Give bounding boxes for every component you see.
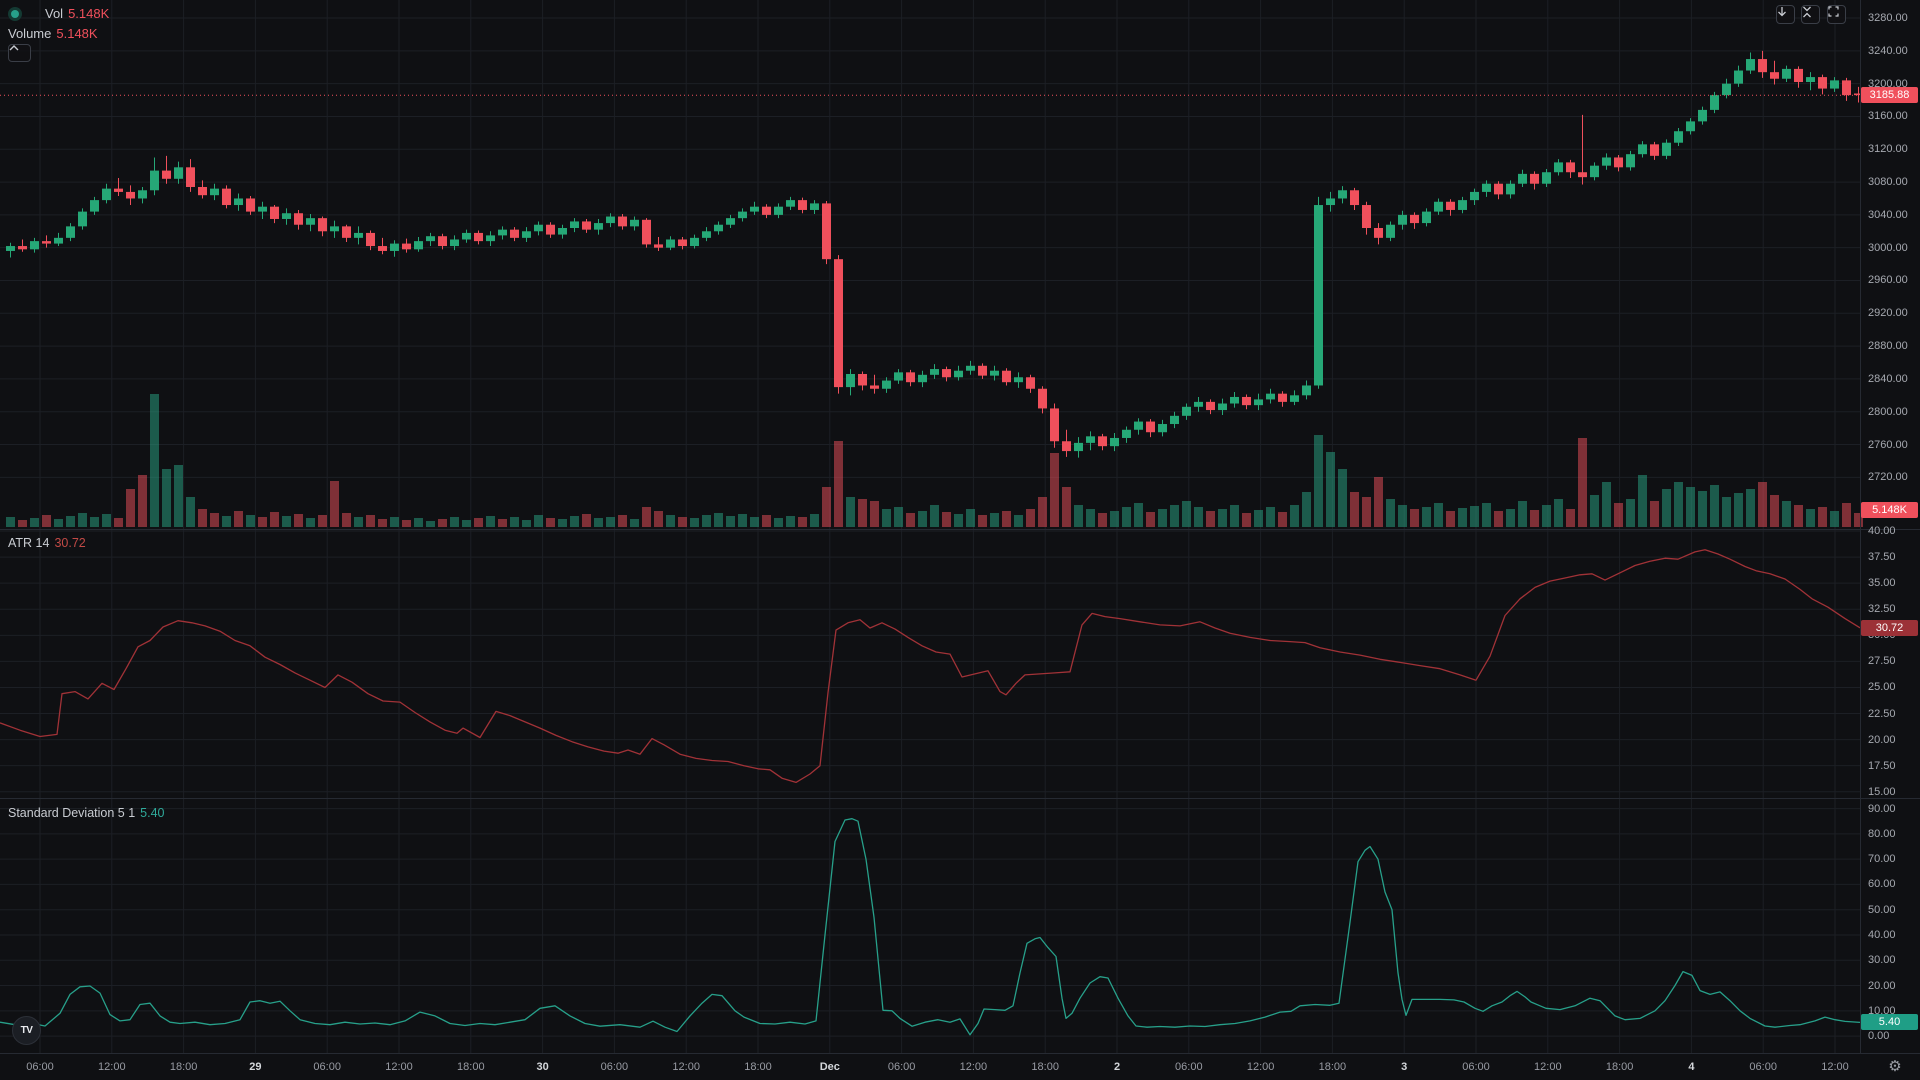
volume-badge: 5.148K (1861, 502, 1918, 518)
chevron-up-icon (9, 45, 19, 51)
price-tick: 3200.00 (1868, 77, 1908, 90)
atr-tick: 32.50 (1868, 603, 1896, 616)
price-tick: 2880.00 (1868, 340, 1908, 353)
time-tick: 12:00 (959, 1061, 988, 1073)
time-tick: 06:00 (1462, 1061, 1490, 1073)
time-tick-day: 4 (1688, 1061, 1695, 1073)
stddev-tick: 60.00 (1868, 878, 1896, 891)
price-tick: 2960.00 (1868, 274, 1908, 287)
collapse-icon (1803, 6, 1811, 18)
price-axis[interactable]: 3280.00 3240.00 3200.00 3160.00 3120.00 3080.… (1860, 0, 1920, 1053)
price-tick: 3280.00 (1868, 12, 1908, 25)
time-tick: 18:00 (1318, 1061, 1347, 1073)
atr-tick: 22.50 (1868, 707, 1896, 720)
time-tick: 18:00 (744, 1061, 772, 1073)
expand-pane-button[interactable] (8, 44, 31, 62)
atr-tick: 15.00 (1868, 785, 1896, 798)
price-tick: 3120.00 (1868, 143, 1908, 156)
stddev-tick: 50.00 (1868, 903, 1896, 916)
series-title: Vol (45, 6, 64, 21)
stddev-tick: 40.00 (1868, 928, 1896, 941)
atr-value: 30.72 (54, 536, 86, 550)
atr-tick: 27.50 (1868, 655, 1896, 668)
stddev-tick: 30.00 (1868, 954, 1896, 967)
pane-separator-stddev[interactable] (0, 798, 1920, 799)
atr-title: ATR 14 (8, 536, 50, 550)
price-tick: 2920.00 (1868, 307, 1908, 320)
stddev-tick: 20.00 (1868, 979, 1896, 992)
stddev-tick: 70.00 (1868, 853, 1896, 866)
volume-indicator-legend[interactable]: Volume 5.148K (8, 26, 98, 41)
atr-tick: 25.00 (1868, 681, 1896, 694)
time-tick: 12:00 (385, 1061, 413, 1073)
time-tick: 06:00 (313, 1061, 341, 1073)
time-tick: 18:00 (1605, 1061, 1634, 1073)
time-tick: 06:00 (1749, 1061, 1777, 1073)
time-axis-settings-gear-icon[interactable]: ⚙ (1888, 1058, 1902, 1075)
time-tick: 12:00 (1534, 1061, 1562, 1073)
price-tick: 3160.00 (1868, 110, 1908, 123)
stddev-indicator-legend[interactable]: Standard Deviation 5 1 5.40 (8, 806, 165, 820)
stddev-badge: 5.40 (1861, 1014, 1918, 1031)
time-tick-day: 29 (249, 1061, 262, 1073)
series-color-icon (8, 6, 22, 21)
stddev-tick: 10.00 (1868, 1004, 1896, 1017)
stddev-tick: 90.00 (1868, 802, 1896, 815)
atr-tick: 40.00 (1868, 525, 1896, 538)
time-tick: 12:00 (1821, 1061, 1849, 1073)
scroll-down-button[interactable] (1776, 5, 1795, 24)
price-tick: 2840.00 (1868, 372, 1908, 385)
atr-tick: 20.00 (1868, 733, 1896, 746)
time-tick: 12:00 (672, 1061, 700, 1073)
series-value: 5.148K (68, 6, 110, 21)
stddev-title: Standard Deviation 5 1 (8, 806, 136, 820)
price-tick: 3240.00 (1868, 44, 1908, 57)
arrow-down-icon (1778, 7, 1786, 17)
time-tick-day: Dec (819, 1061, 840, 1073)
stddev-tick: 0.00 (1868, 1030, 1890, 1043)
maximize-pane-button[interactable] (1827, 5, 1846, 24)
time-tick: 18:00 (1031, 1061, 1059, 1073)
price-tick: 3000.00 (1868, 241, 1908, 254)
price-tick: 3080.00 (1868, 176, 1908, 189)
price-tick: 3040.00 (1868, 208, 1908, 221)
time-tick: 06:00 (887, 1061, 916, 1073)
maximize-icon (1828, 6, 1839, 17)
time-tick-day: 2 (1113, 1061, 1121, 1073)
volume-indicator-title: Volume (8, 26, 52, 41)
time-tick: 12:00 (98, 1061, 126, 1073)
price-tick: 2720.00 (1868, 471, 1908, 484)
main-series-legend[interactable]: Vol 5.148K (8, 6, 109, 21)
volume-indicator-value: 5.148K (56, 26, 98, 41)
tradingview-logo[interactable]: TV (12, 1016, 41, 1045)
time-tick-day: 30 (536, 1061, 549, 1073)
time-axis[interactable]: 06:00 12:00 18:00 29 06:00 12:00 18:00 30 06:00 1… (0, 1053, 1920, 1080)
time-tick: 06:00 (600, 1061, 629, 1073)
time-tick: 18:00 (457, 1061, 485, 1073)
price-tick: 2800.00 (1868, 405, 1908, 418)
last-price-badge: 3185.88 (1861, 87, 1918, 104)
atr-indicator-legend[interactable]: ATR 14 30.72 (8, 536, 86, 550)
atr-tick: 35.00 (1868, 577, 1896, 590)
time-tick: 18:00 (169, 1061, 198, 1073)
pane-separator-atr[interactable] (0, 529, 1920, 530)
time-tick: 06:00 (1175, 1061, 1203, 1073)
atr-tick: 37.50 (1868, 551, 1896, 564)
collapse-pane-button[interactable] (1801, 5, 1820, 24)
time-tick: 06:00 (26, 1061, 54, 1073)
stddev-value: 5.40 (140, 806, 165, 820)
price-tick: 2760.00 (1868, 438, 1908, 451)
time-tick-day: 3 (1401, 1061, 1408, 1073)
time-tick: 12:00 (1246, 1061, 1275, 1073)
atr-tick: 17.50 (1868, 759, 1896, 772)
atr-badge: 30.72 (1861, 619, 1918, 636)
stddev-tick: 80.00 (1868, 827, 1896, 840)
